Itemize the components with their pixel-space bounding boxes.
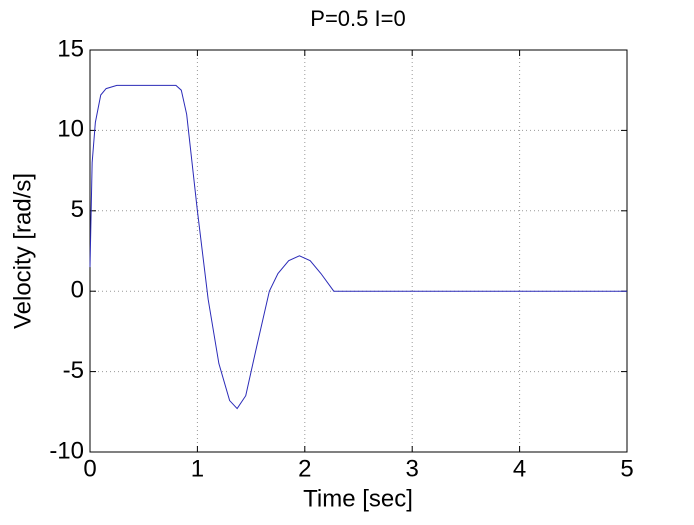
data-line [89, 84, 627, 410]
y-tick-label: 10 [57, 116, 84, 143]
y-tick-label: 0 [71, 277, 84, 304]
x-tick-label: 4 [513, 455, 526, 482]
y-axis-label: Velocity [rad/s] [9, 173, 36, 329]
x-tick-label: 0 [83, 455, 96, 482]
x-tick-label: 3 [406, 455, 419, 482]
x-axis-label: Time [sec] [303, 485, 413, 512]
y-tick-label: 15 [57, 35, 84, 62]
x-tick-label: 5 [620, 455, 633, 482]
y-tick-label: 5 [71, 196, 84, 223]
y-tick-label: -10 [49, 437, 84, 464]
x-tick-label: 1 [191, 455, 204, 482]
x-tick-label: 2 [298, 455, 311, 482]
plot-frame [89, 49, 628, 453]
y-tick-label: -5 [63, 357, 84, 384]
chart-title: P=0.5 I=0 [310, 6, 405, 31]
